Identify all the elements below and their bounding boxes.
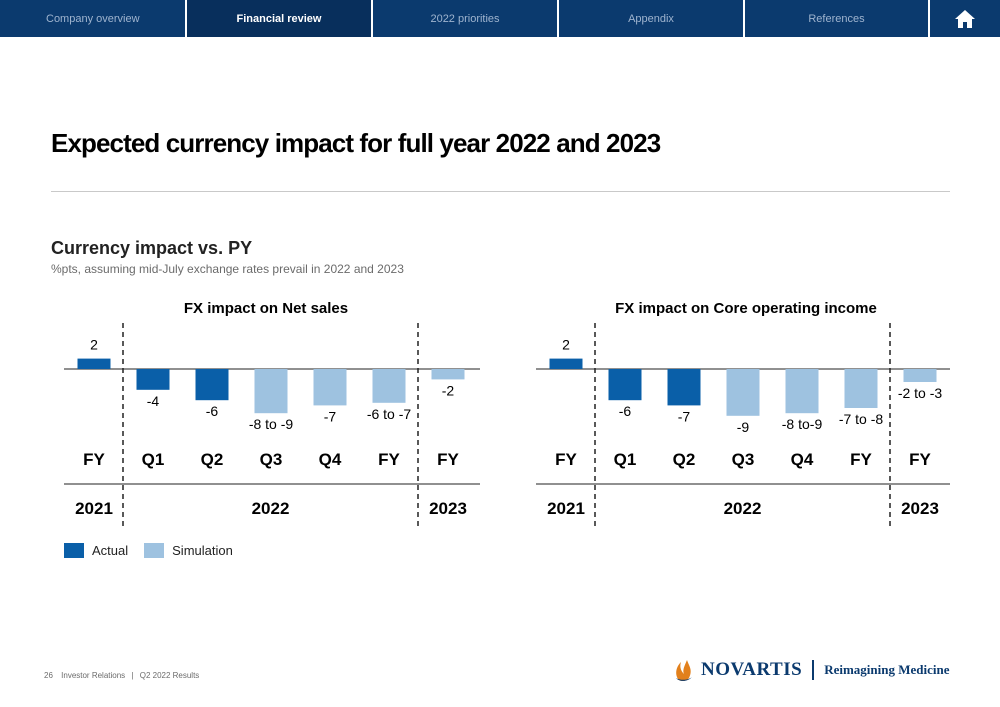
brand-logo: NOVARTIS Reimagining Medicine bbox=[673, 658, 949, 682]
category-label-4: Q4 bbox=[319, 450, 342, 469]
category-label-1: Q1 bbox=[614, 450, 637, 469]
data-label-4: -8 to-9 bbox=[782, 416, 823, 432]
category-label-4: Q4 bbox=[791, 450, 814, 469]
bar-0 bbox=[77, 358, 111, 369]
legend-swatch-simulation bbox=[144, 543, 165, 558]
chart-title: FX impact on Net sales bbox=[184, 300, 348, 317]
data-label-0: 2 bbox=[90, 337, 98, 353]
tab-2022-priorities[interactable]: 2022 priorities bbox=[373, 0, 559, 37]
data-label-5: -6 to -7 bbox=[367, 406, 412, 422]
category-label-0: FY bbox=[83, 450, 105, 469]
category-label-6: FY bbox=[437, 450, 459, 469]
bar-4 bbox=[313, 369, 347, 406]
home-icon bbox=[955, 9, 975, 28]
footer-separator: | bbox=[131, 671, 134, 680]
top-nav: Company overview Financial review 2022 p… bbox=[0, 0, 1000, 37]
tab-company-overview[interactable]: Company overview bbox=[0, 0, 187, 37]
data-label-4: -7 bbox=[324, 408, 337, 424]
data-label-1: -6 bbox=[619, 403, 632, 419]
brand-divider bbox=[812, 660, 815, 680]
category-label-5: FY bbox=[378, 450, 400, 469]
title-divider bbox=[51, 191, 950, 192]
bar-3 bbox=[726, 369, 760, 416]
legend: Actual Simulation bbox=[64, 543, 249, 558]
bar-1 bbox=[608, 369, 642, 401]
bar-5 bbox=[844, 369, 878, 408]
section-subtitle: Currency impact vs. PY bbox=[51, 238, 253, 258]
category-label-2: Q2 bbox=[201, 450, 224, 469]
category-label-3: Q3 bbox=[260, 450, 283, 469]
legend-swatch-actual bbox=[64, 543, 84, 558]
legend-label-actual: Actual bbox=[92, 543, 129, 558]
home-button[interactable] bbox=[930, 0, 1000, 37]
legend-label-simulation: Simulation bbox=[172, 543, 233, 558]
tab-appendix[interactable]: Appendix bbox=[559, 0, 745, 37]
period-label-2021: 2021 bbox=[75, 499, 113, 518]
tab-financial-review[interactable]: Financial review bbox=[187, 0, 373, 37]
data-label-6: -2 to -3 bbox=[898, 385, 943, 401]
period-label-2022: 2022 bbox=[252, 499, 290, 518]
bar-3 bbox=[254, 369, 288, 414]
period-label-2023: 2023 bbox=[901, 499, 939, 518]
category-label-3: Q3 bbox=[732, 450, 755, 469]
data-label-3: -9 bbox=[737, 419, 750, 435]
chart-title: FX impact on Core operating income bbox=[615, 300, 877, 317]
bar-4 bbox=[785, 369, 819, 414]
bar-2 bbox=[195, 369, 229, 401]
bar-6 bbox=[431, 369, 465, 380]
bar-0 bbox=[549, 358, 583, 369]
category-label-2: Q2 bbox=[673, 450, 696, 469]
bar-6 bbox=[903, 369, 937, 382]
footer-deck: Q2 2022 Results bbox=[139, 671, 200, 680]
period-label-2023: 2023 bbox=[429, 499, 467, 518]
footer-page-number: 26 bbox=[44, 671, 53, 680]
page-title: Expected currency impact for full year 2… bbox=[51, 128, 661, 158]
data-label-5: -7 to -8 bbox=[839, 411, 884, 427]
brand-name: NOVARTIS bbox=[701, 659, 803, 680]
period-label-2021: 2021 bbox=[547, 499, 585, 518]
novartis-flame-icon bbox=[676, 660, 692, 682]
tab-references[interactable]: References bbox=[745, 0, 930, 37]
category-label-0: FY bbox=[555, 450, 577, 469]
data-label-3: -8 to -9 bbox=[249, 416, 294, 432]
section-note: %pts, assuming mid-July exchange rates p… bbox=[51, 262, 404, 276]
category-label-6: FY bbox=[909, 450, 931, 469]
period-label-2022: 2022 bbox=[724, 499, 762, 518]
bar-5 bbox=[372, 369, 406, 403]
data-label-0: 2 bbox=[562, 337, 570, 353]
data-label-2: -6 bbox=[206, 403, 219, 419]
brand-tagline: Reimagining Medicine bbox=[824, 662, 950, 677]
bar-2 bbox=[667, 369, 701, 406]
category-label-5: FY bbox=[850, 450, 872, 469]
footer-section: Investor Relations bbox=[61, 671, 126, 680]
data-label-1: -4 bbox=[147, 393, 160, 409]
footer: 26 Investor Relations | Q2 2022 Results bbox=[44, 671, 199, 680]
data-label-6: -2 bbox=[442, 382, 455, 398]
category-label-1: Q1 bbox=[142, 450, 165, 469]
bar-1 bbox=[136, 369, 170, 390]
data-label-2: -7 bbox=[678, 408, 691, 424]
